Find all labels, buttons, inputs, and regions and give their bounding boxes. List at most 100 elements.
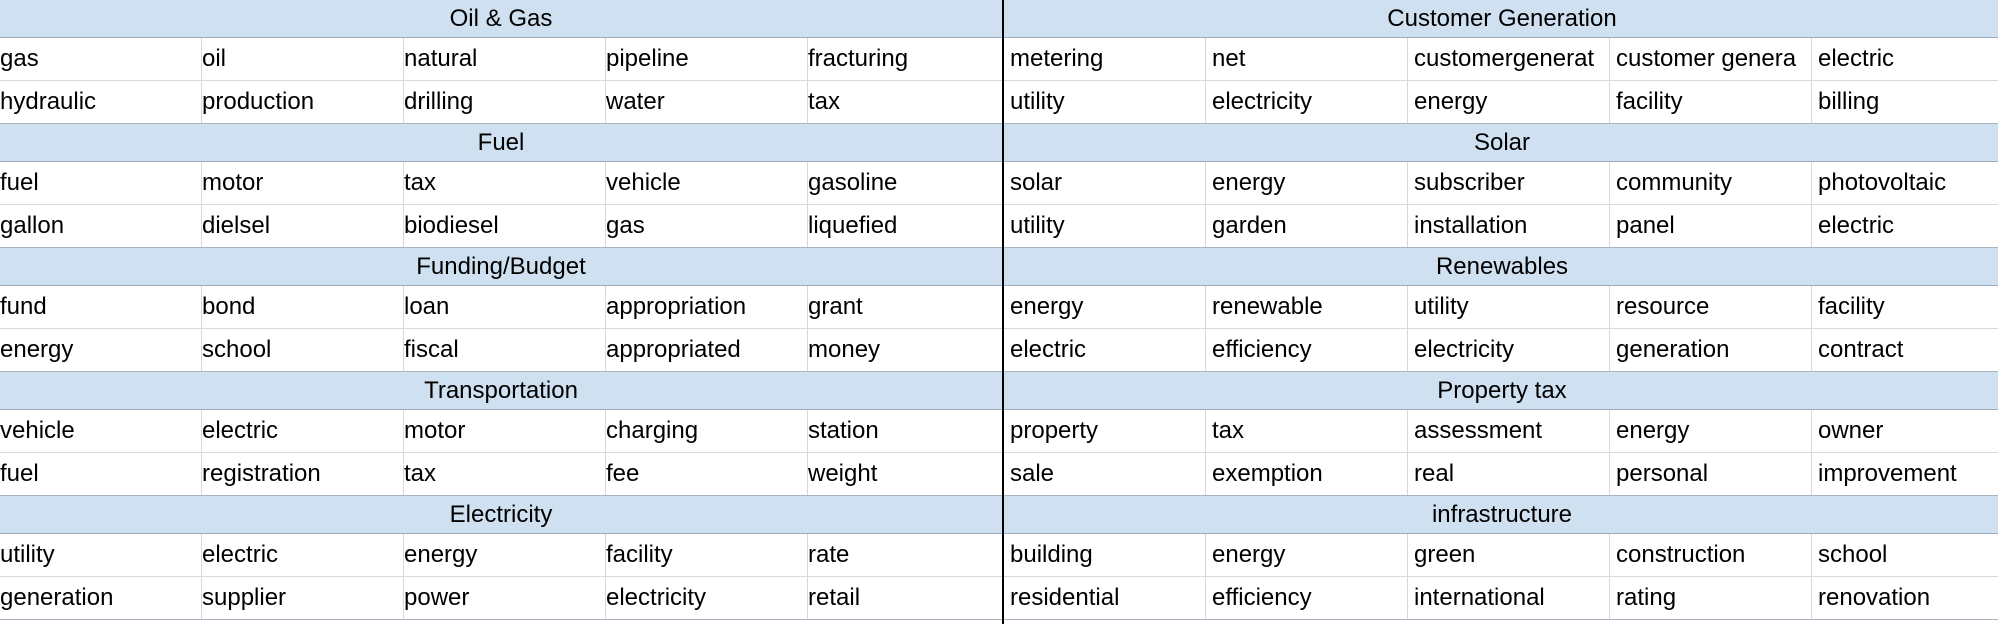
table-cell[interactable]: real: [1408, 453, 1610, 495]
table-cell[interactable]: grant: [808, 293, 863, 320]
table-cell[interactable]: energy: [404, 534, 606, 576]
table-cell[interactable]: renovation: [1818, 584, 1931, 611]
table-cell[interactable]: hydraulic: [0, 81, 202, 123]
table-cell[interactable]: biodiesel: [404, 205, 606, 247]
table-cell[interactable]: utility: [0, 534, 202, 576]
table-cell[interactable]: utility: [1004, 205, 1206, 247]
table-cell[interactable]: appropriation: [606, 286, 808, 328]
table-cell[interactable]: electric: [202, 534, 404, 576]
table-cell[interactable]: oil: [202, 38, 404, 80]
table-cell[interactable]: motor: [202, 162, 404, 204]
table-cell[interactable]: natural: [404, 38, 606, 80]
table-cell[interactable]: electric: [1004, 329, 1206, 371]
table-cell[interactable]: facility: [1818, 293, 1885, 320]
table-cell[interactable]: customer genera: [1610, 38, 1812, 80]
table-cell[interactable]: electric: [1818, 212, 1895, 239]
table-cell[interactable]: pipeline: [606, 38, 808, 80]
table-cell[interactable]: efficiency: [1206, 329, 1408, 371]
table-cell[interactable]: improvement: [1818, 460, 1957, 487]
table-cell[interactable]: water: [606, 81, 808, 123]
table-cell[interactable]: international: [1408, 577, 1610, 619]
table-cell[interactable]: energy: [1408, 81, 1610, 123]
table-cell[interactable]: contract: [1818, 336, 1904, 363]
table-cell[interactable]: owner: [1818, 417, 1884, 444]
table-cell[interactable]: tax: [808, 88, 841, 115]
table-cell[interactable]: property: [1004, 410, 1206, 452]
table-cell[interactable]: billing: [1818, 88, 1880, 115]
table-cell[interactable]: energy: [0, 329, 202, 371]
table-cell[interactable]: gas: [0, 38, 202, 80]
table-cell[interactable]: efficiency: [1206, 577, 1408, 619]
table-cell[interactable]: generation: [0, 577, 202, 619]
table-cell[interactable]: school: [1818, 541, 1888, 568]
table-cell[interactable]: personal: [1610, 453, 1812, 495]
table-cell[interactable]: residential: [1004, 577, 1206, 619]
table-cell[interactable]: liquefied: [808, 212, 898, 239]
table-cell[interactable]: rating: [1610, 577, 1812, 619]
table-cell[interactable]: tax: [404, 453, 606, 495]
table-cell[interactable]: loan: [404, 286, 606, 328]
table-cell[interactable]: supplier: [202, 577, 404, 619]
table-cell[interactable]: energy: [1206, 534, 1408, 576]
table-cell[interactable]: subscriber: [1408, 162, 1610, 204]
table-cell[interactable]: tax: [1206, 410, 1408, 452]
table-cell[interactable]: resource: [1610, 286, 1812, 328]
table-cell[interactable]: vehicle: [0, 410, 202, 452]
table-cell[interactable]: installation: [1408, 205, 1610, 247]
table-cell[interactable]: gallon: [0, 205, 202, 247]
table-cell[interactable]: appropriated: [606, 329, 808, 371]
table-cell[interactable]: fee: [606, 453, 808, 495]
table-cell[interactable]: energy: [1004, 286, 1206, 328]
table-cell[interactable]: renewable: [1206, 286, 1408, 328]
table-cell[interactable]: station: [808, 417, 879, 444]
table-cell[interactable]: school: [202, 329, 404, 371]
table-cell[interactable]: electricity: [1408, 329, 1610, 371]
table-cell[interactable]: tax: [404, 162, 606, 204]
table-cell[interactable]: construction: [1610, 534, 1812, 576]
table-cell[interactable]: facility: [1610, 81, 1812, 123]
table-cell[interactable]: energy: [1610, 410, 1812, 452]
table-cell[interactable]: energy: [1206, 162, 1408, 204]
table-cell[interactable]: customergenerat: [1408, 38, 1610, 80]
table-cell[interactable]: money: [808, 336, 881, 363]
table-cell[interactable]: dielsel: [202, 205, 404, 247]
table-cell[interactable]: electric: [1818, 45, 1895, 72]
table-cell[interactable]: net: [1206, 38, 1408, 80]
table-cell[interactable]: fuel: [0, 162, 202, 204]
table-cell[interactable]: retail: [808, 584, 861, 611]
table-cell[interactable]: panel: [1610, 205, 1812, 247]
table-cell[interactable]: assessment: [1408, 410, 1610, 452]
table-cell[interactable]: gas: [606, 205, 808, 247]
table-cell[interactable]: weight: [808, 460, 878, 487]
table-cell[interactable]: building: [1004, 534, 1206, 576]
table-cell[interactable]: rate: [808, 541, 850, 568]
table-cell[interactable]: exemption: [1206, 453, 1408, 495]
table-cell[interactable]: fiscal: [404, 329, 606, 371]
table-cell[interactable]: utility: [1408, 286, 1610, 328]
table-cell[interactable]: production: [202, 81, 404, 123]
table-cell[interactable]: fuel: [0, 453, 202, 495]
table-cell[interactable]: electric: [202, 410, 404, 452]
table-cell[interactable]: electricity: [1206, 81, 1408, 123]
table-cell[interactable]: charging: [606, 410, 808, 452]
table-cell[interactable]: bond: [202, 286, 404, 328]
table-cell[interactable]: community: [1610, 162, 1812, 204]
table-cell[interactable]: facility: [606, 534, 808, 576]
table-cell[interactable]: utility: [1004, 81, 1206, 123]
table-cell[interactable]: green: [1408, 534, 1610, 576]
table-cell[interactable]: electricity: [606, 577, 808, 619]
table-cell[interactable]: metering: [1004, 38, 1206, 80]
table-cell[interactable]: garden: [1206, 205, 1408, 247]
table-cell[interactable]: motor: [404, 410, 606, 452]
table-cell[interactable]: gasoline: [808, 169, 898, 196]
table-cell[interactable]: fracturing: [808, 45, 909, 72]
table-cell[interactable]: registration: [202, 453, 404, 495]
table-cell[interactable]: fund: [0, 286, 202, 328]
table-cell[interactable]: vehicle: [606, 162, 808, 204]
table-cell[interactable]: photovoltaic: [1818, 169, 1947, 196]
table-cell[interactable]: solar: [1004, 162, 1206, 204]
table-cell[interactable]: power: [404, 577, 606, 619]
table-cell[interactable]: drilling: [404, 81, 606, 123]
table-cell[interactable]: sale: [1004, 453, 1206, 495]
table-cell[interactable]: generation: [1610, 329, 1812, 371]
